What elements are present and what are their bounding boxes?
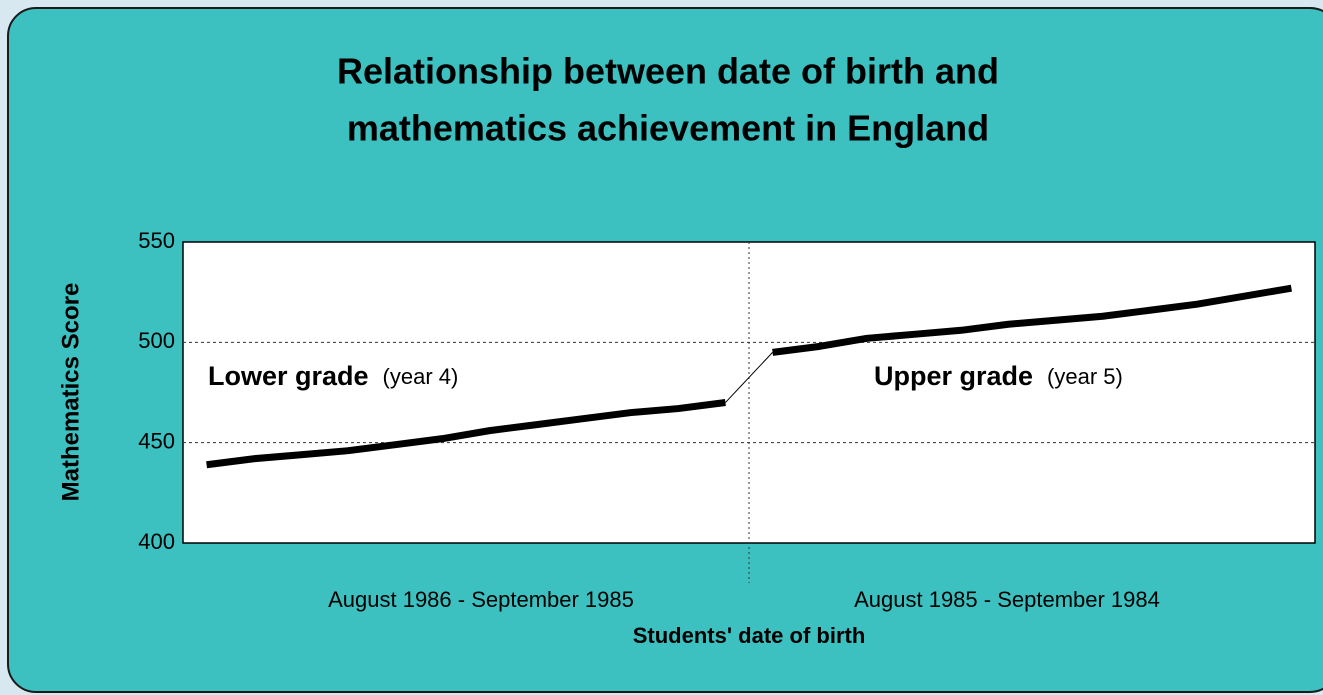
y-tick-label: 550: [138, 228, 175, 253]
annotation: Upper grade (year 5): [874, 361, 1123, 391]
x-axis-label: Students' date of birth: [633, 623, 866, 648]
y-tick-label: 400: [138, 529, 175, 554]
annotation-title: Lower grade: [208, 361, 369, 391]
x-group-label: August 1985 - September 1984: [854, 587, 1160, 612]
annotation-note: (year 5): [1047, 364, 1123, 389]
chart-title: mathematics achievement in England: [347, 108, 989, 149]
connector: [725, 352, 773, 403]
annotation-note: (year 4): [383, 364, 459, 389]
y-axis-label: Mathematics Score: [57, 283, 84, 502]
y-tick-label: 450: [138, 428, 175, 453]
chart-title: Relationship between date of birth and: [337, 51, 999, 92]
data-line: [772, 284, 1293, 356]
data-line: [206, 399, 726, 469]
annotation: Lower grade (year 4): [208, 361, 458, 391]
x-group-label: August 1986 - September 1985: [328, 587, 634, 612]
y-tick-label: 500: [138, 328, 175, 353]
annotation-title: Upper grade: [874, 361, 1033, 391]
